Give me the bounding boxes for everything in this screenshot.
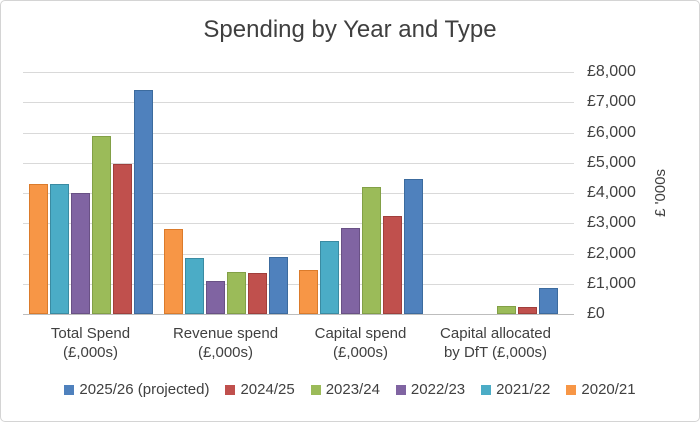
plot-area bbox=[23, 72, 574, 315]
legend-swatch bbox=[395, 384, 406, 395]
bar bbox=[496, 306, 516, 314]
bar bbox=[91, 135, 111, 314]
bar-group bbox=[23, 72, 158, 314]
legend-label: 2022/23 bbox=[410, 381, 466, 398]
category-label: Revenue spend (£,000s) bbox=[158, 324, 293, 362]
y-tick-label: £2,000 bbox=[587, 244, 636, 262]
bar bbox=[205, 280, 225, 314]
legend-swatch bbox=[225, 384, 236, 395]
gridline bbox=[23, 193, 574, 194]
bar bbox=[298, 270, 318, 314]
legend-label: 2021/22 bbox=[496, 381, 551, 398]
legend-item: 2020/21 bbox=[566, 381, 636, 398]
legend-swatch bbox=[481, 384, 492, 395]
category-label: Capital spend (£,000s) bbox=[293, 324, 428, 362]
category-label-line: (£,000s) bbox=[62, 344, 119, 361]
gridline bbox=[23, 132, 574, 134]
x-axis-labels: Total Spend (£,000s) Revenue spend (£,000s)… bbox=[23, 324, 563, 362]
y-tick-label: £8,000 bbox=[587, 63, 636, 80]
y-tick-label: £0 bbox=[587, 305, 605, 322]
legend-label: 2020/21 bbox=[581, 381, 636, 398]
category-label-line: (£,000s) bbox=[197, 344, 254, 361]
gridline bbox=[23, 72, 574, 73]
legend-label: 2025/26 (projected) bbox=[79, 381, 210, 398]
bar bbox=[319, 241, 339, 314]
bar bbox=[70, 193, 90, 314]
y-tick-label: £6,000 bbox=[587, 123, 636, 141]
bar-groups bbox=[23, 72, 563, 314]
category-label-line: Capital allocated bbox=[440, 325, 551, 342]
legend-swatch bbox=[64, 384, 75, 395]
legend-swatch bbox=[566, 384, 577, 395]
legend-item: 2022/23 bbox=[395, 381, 466, 398]
legend-swatch bbox=[310, 384, 321, 395]
legend-item: 2024/25 bbox=[225, 381, 295, 398]
legend-item: 2025/26 (projected) bbox=[64, 381, 209, 398]
bar bbox=[403, 179, 423, 314]
bar bbox=[247, 273, 267, 314]
bar-group bbox=[293, 72, 428, 314]
bar bbox=[538, 288, 558, 314]
bar bbox=[163, 229, 183, 314]
bar bbox=[49, 183, 69, 314]
bar bbox=[28, 183, 48, 314]
bar bbox=[268, 256, 288, 314]
legend-label: 2023/24 bbox=[325, 381, 380, 398]
bar-group bbox=[158, 72, 293, 314]
y-tick-label: £1,000 bbox=[587, 274, 636, 292]
bar bbox=[112, 164, 132, 314]
bar bbox=[133, 90, 153, 314]
y-axis-title: £ '000s bbox=[647, 72, 673, 314]
legend-item: 2023/24 bbox=[310, 381, 380, 398]
category-label: Total Spend (£,000s) bbox=[23, 324, 158, 362]
category-label-line: Total Spend bbox=[50, 325, 131, 342]
category-label: Capital allocated by DfT (£,000s) bbox=[428, 324, 563, 362]
category-label-line: Revenue spend bbox=[172, 325, 279, 342]
gridline bbox=[23, 102, 574, 104]
legend: 2025/26 (projected) 2024/25 2023/24 2022/23… bbox=[1, 381, 699, 398]
bar-group bbox=[428, 72, 563, 314]
category-label-line: (£,000s) bbox=[332, 344, 389, 361]
gridline bbox=[23, 253, 574, 255]
bar bbox=[340, 227, 360, 314]
y-axis-title-text: £ '000s bbox=[651, 169, 669, 217]
y-tick-label: £5,000 bbox=[587, 153, 636, 171]
y-tick-label: £4,000 bbox=[587, 184, 636, 201]
bar bbox=[382, 215, 402, 314]
bar bbox=[517, 307, 537, 314]
gridline bbox=[23, 223, 574, 225]
chart-title: Spending by Year and Type bbox=[203, 16, 497, 43]
gridline bbox=[23, 162, 574, 164]
category-label-line: Capital spend bbox=[314, 325, 407, 342]
category-label-line: by DfT (£,000s) bbox=[443, 344, 548, 361]
bar bbox=[361, 186, 381, 314]
y-tick-label: £7,000 bbox=[587, 93, 636, 111]
legend-item: 2021/22 bbox=[481, 381, 550, 398]
gridline bbox=[23, 314, 574, 315]
bar bbox=[226, 271, 246, 314]
legend-label: 2024/25 bbox=[240, 381, 295, 398]
bar bbox=[184, 258, 204, 314]
y-tick-label: £3,000 bbox=[587, 214, 636, 232]
